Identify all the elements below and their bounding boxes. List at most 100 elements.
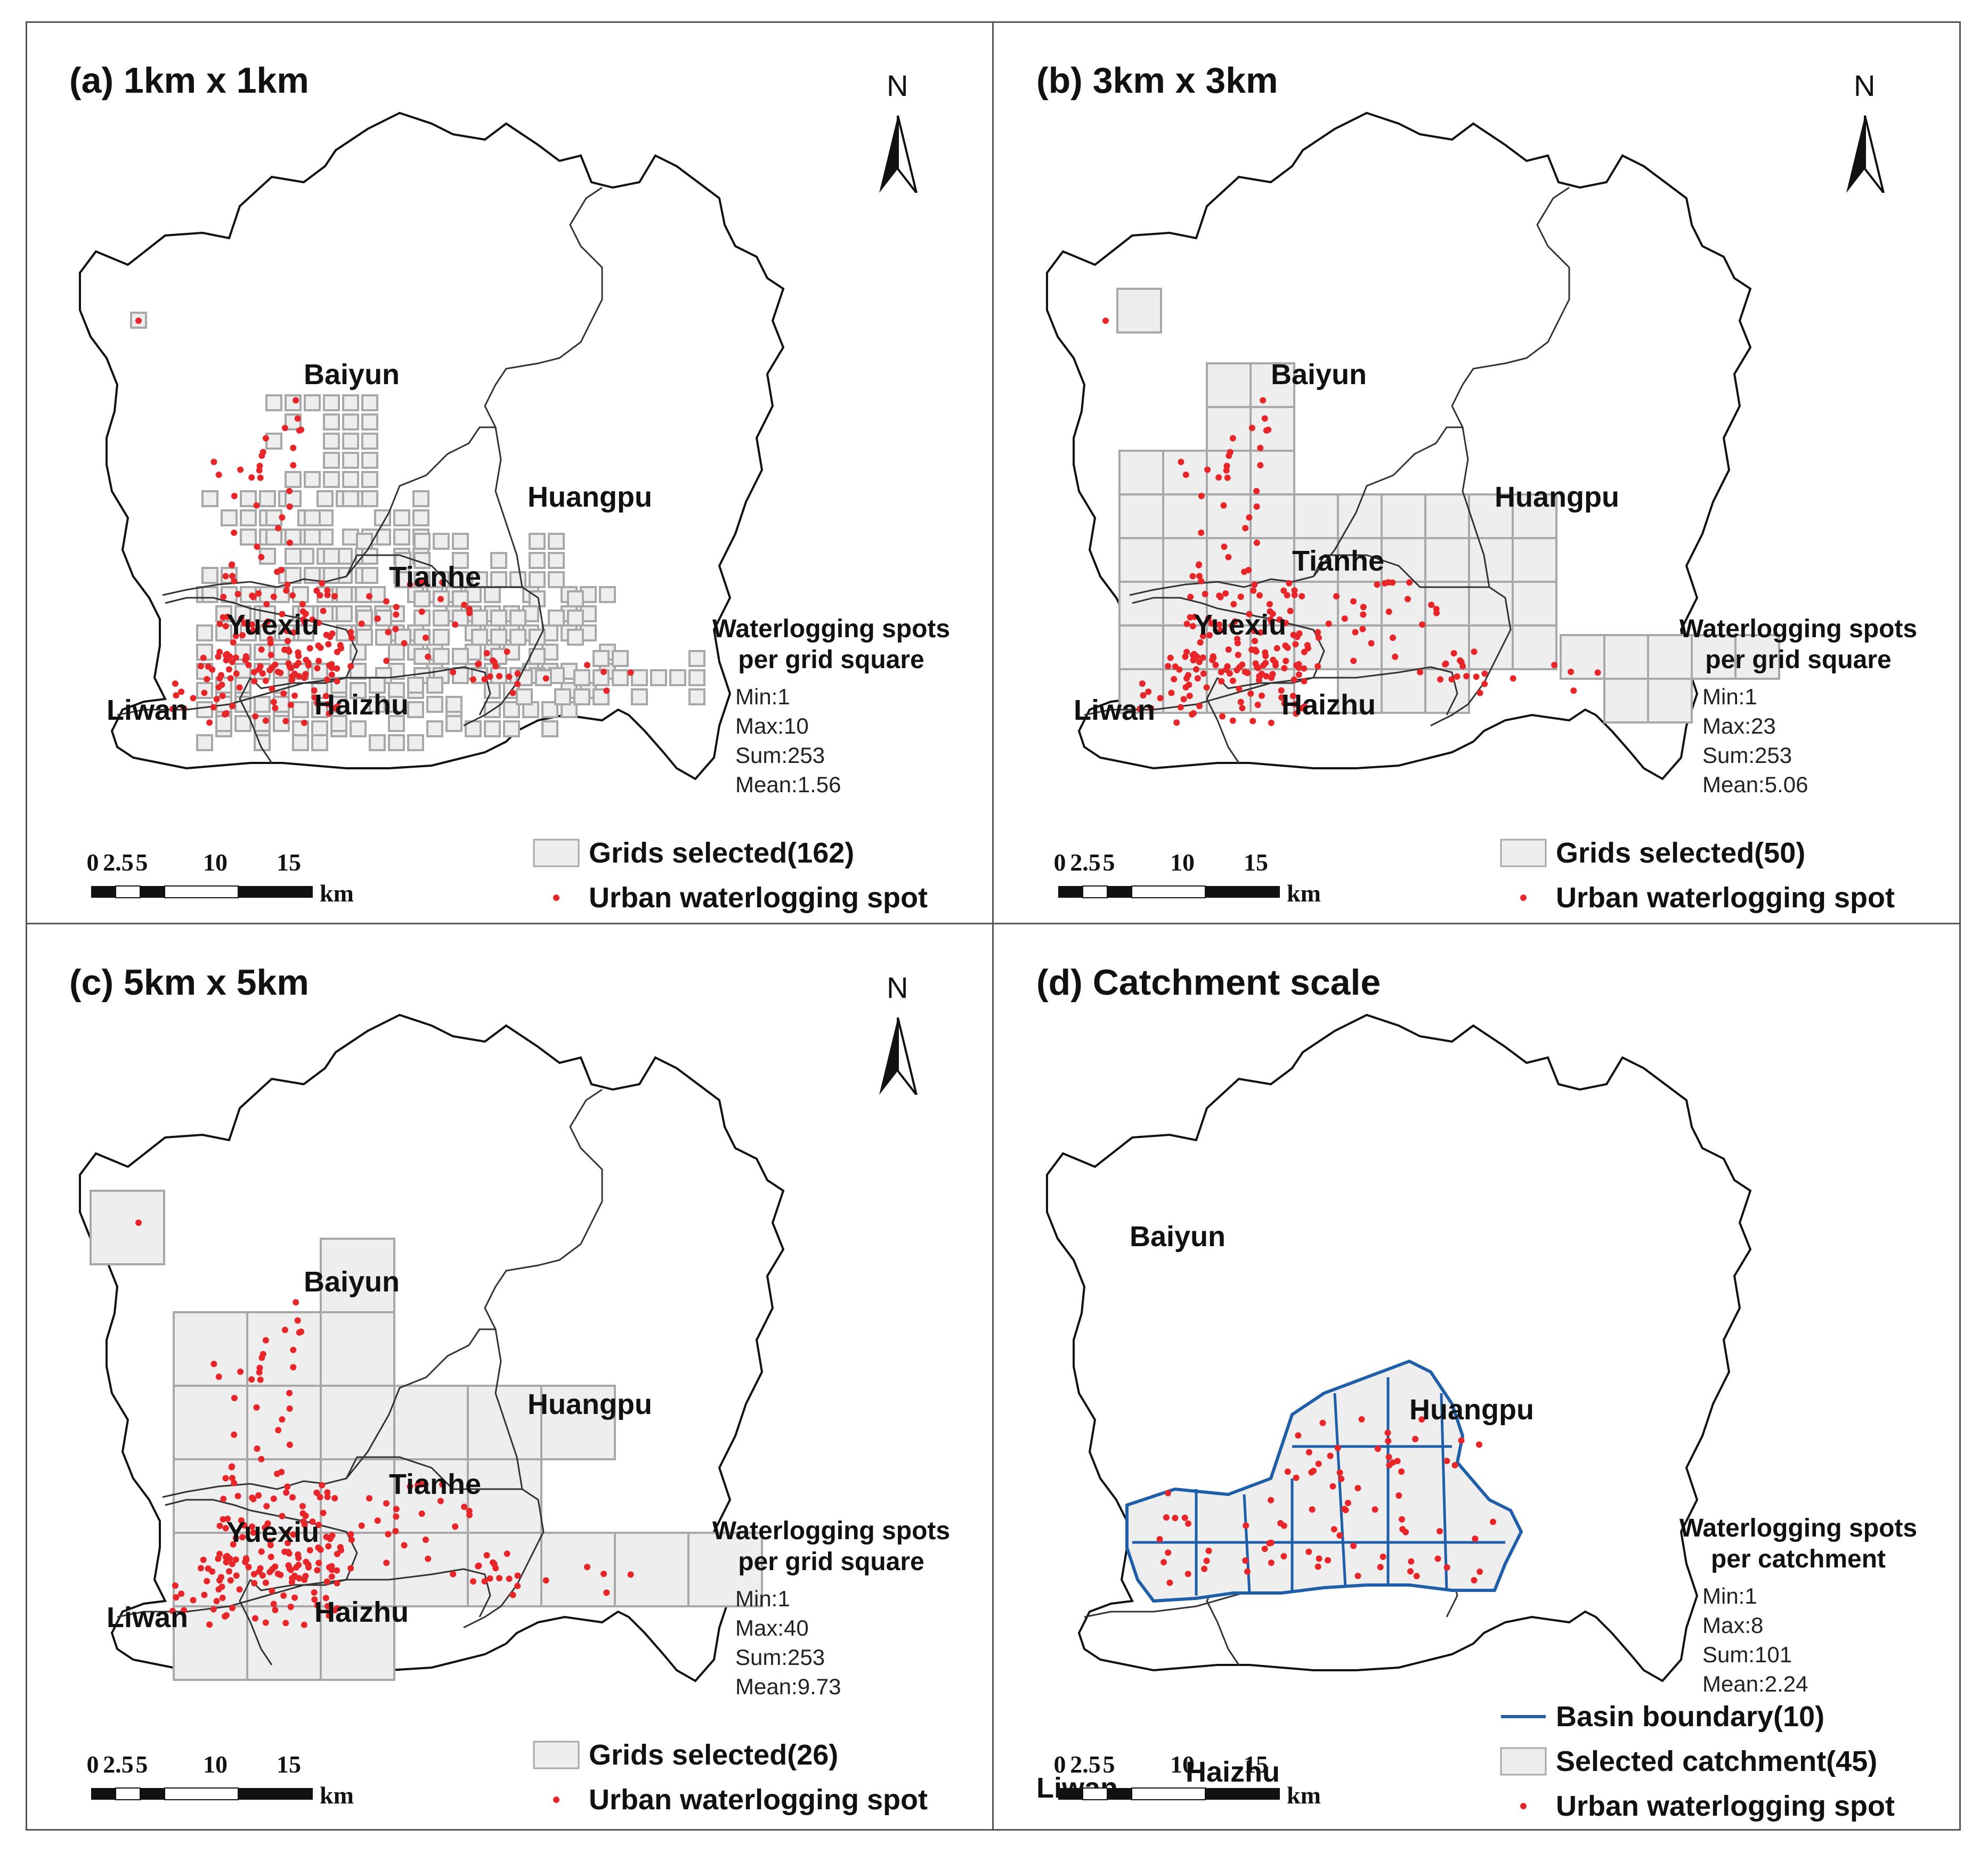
waterlogging-spot: [1551, 662, 1557, 669]
waterlogging-spot: [258, 1548, 265, 1555]
waterlogging-spot: [1359, 625, 1366, 632]
waterlogging-spot: [1368, 640, 1375, 647]
waterlogging-spot: [1251, 628, 1257, 635]
waterlogging-spot: [262, 1619, 269, 1626]
waterlogging-spot: [1165, 1549, 1172, 1556]
district-label-haizhu: Haizhu: [314, 1596, 409, 1628]
waterlogging-spot: [222, 1475, 229, 1482]
waterlogging-spot: [450, 669, 457, 676]
grid-cell: [393, 1385, 469, 1460]
north-label: N: [887, 69, 908, 102]
waterlogging-spot: [1102, 318, 1109, 324]
waterlogging-spot: [279, 514, 286, 521]
waterlogging-spot: [283, 587, 290, 594]
district-label-tianhe: Tianhe: [1292, 545, 1385, 577]
scale-tick-0: 0: [86, 849, 99, 876]
stat-max: Max:8: [1702, 1613, 1764, 1638]
waterlogging-spot: [296, 1575, 303, 1582]
grid-cell: [393, 529, 410, 546]
waterlogging-spot: [314, 1602, 321, 1609]
waterlogging-spot: [358, 620, 365, 627]
waterlogging-spot: [249, 621, 256, 628]
waterlogging-spot: [1266, 601, 1273, 607]
waterlogging-spot: [1208, 620, 1215, 627]
waterlogging-spot: [329, 1532, 336, 1539]
grid-cell: [361, 471, 378, 488]
stat-max: Max:40: [735, 1615, 809, 1640]
waterlogging-spot: [331, 1607, 338, 1614]
grid-cell: [323, 471, 340, 488]
waterlogging-spot: [314, 700, 321, 707]
district-label-liwan: Liwan: [107, 694, 189, 726]
waterlogging-spot: [1220, 502, 1227, 509]
waterlogging-spot: [256, 1364, 263, 1371]
waterlogging-spot: [1198, 578, 1205, 584]
grid-cell: [361, 490, 378, 507]
waterlogging-spot: [347, 1565, 354, 1572]
waterlogging-spot: [1184, 1571, 1191, 1578]
waterlogging-spot: [283, 1489, 290, 1496]
waterlogging-spot: [439, 579, 446, 586]
grid-cell: [529, 552, 546, 569]
grid-cell: [265, 529, 282, 546]
waterlogging-spot: [313, 587, 320, 594]
grid-cell: [221, 509, 238, 526]
waterlogging-spot: [1295, 664, 1302, 671]
waterlogging-spot: [282, 1620, 289, 1627]
waterlogging-spot: [280, 1592, 287, 1599]
grid-cell: [388, 644, 405, 661]
waterlogging-spot: [1198, 493, 1205, 499]
waterlogging-spot: [490, 657, 497, 664]
grid-cell: [452, 648, 469, 665]
waterlogging-spot: [1594, 669, 1601, 676]
waterlogging-spot: [1156, 1536, 1163, 1542]
waterlogging-spot: [1210, 653, 1216, 660]
waterlogging-spot: [1443, 1458, 1450, 1465]
grid-cell: [1293, 581, 1339, 627]
waterlogging-spot: [483, 650, 490, 657]
waterlogging-spot: [290, 1364, 297, 1371]
panel-title: (a) 1km x 1km: [69, 60, 309, 101]
waterlogging-spot: [286, 1441, 293, 1448]
waterlogging-spot: [1352, 629, 1359, 636]
waterlogging-spot: [496, 673, 503, 680]
waterlogging-spot: [1172, 663, 1179, 670]
waterlogging-spot: [1197, 639, 1204, 646]
grid-cell: [1647, 634, 1693, 680]
waterlogging-spot: [483, 1552, 490, 1559]
grid-cell: [548, 571, 565, 588]
grid-cell: [201, 586, 218, 603]
waterlogging-spot: [1253, 539, 1260, 546]
grid-cell: [1249, 362, 1295, 408]
waterlogging-spot: [1330, 1526, 1337, 1533]
waterlogging-spot: [274, 568, 281, 575]
waterlogging-spot: [1212, 662, 1219, 669]
waterlogging-spot: [1284, 644, 1291, 651]
waterlogging-spot: [401, 640, 408, 647]
grid-cell: [433, 533, 450, 550]
waterlogging-spot: [257, 474, 264, 481]
waterlogging-spot: [228, 1464, 235, 1470]
waterlogging-spot: [237, 1368, 244, 1375]
district-boundary: [1206, 677, 1240, 763]
waterlogging-spot: [324, 1603, 331, 1610]
waterlogging-spot: [1236, 685, 1243, 692]
waterlogging-spot: [1267, 616, 1274, 623]
panel-b: (b) 3km x 3km N Baiyun Huangpu Tianhe Yuexiu…: [994, 22, 1960, 924]
waterlogging-spot: [328, 1566, 335, 1573]
district-label-baiyun: Baiyun: [304, 1266, 400, 1298]
waterlogging-spot: [1568, 669, 1574, 675]
grid-cell: [215, 715, 232, 732]
waterlogging-spot: [1199, 654, 1206, 661]
waterlogging-spot: [290, 462, 297, 469]
waterlogging-spot: [314, 665, 321, 672]
grid-cell: [669, 669, 686, 686]
waterlogging-spot: [169, 705, 176, 712]
waterlogging-spot: [1223, 462, 1230, 469]
waterlogging-spot: [1239, 661, 1246, 668]
waterlogging-spot: [222, 1525, 229, 1532]
waterlogging-spot: [290, 1346, 297, 1353]
grid-cell: [650, 669, 667, 686]
grid-cell: [509, 629, 526, 646]
stat-min: Min:1: [1702, 684, 1757, 709]
